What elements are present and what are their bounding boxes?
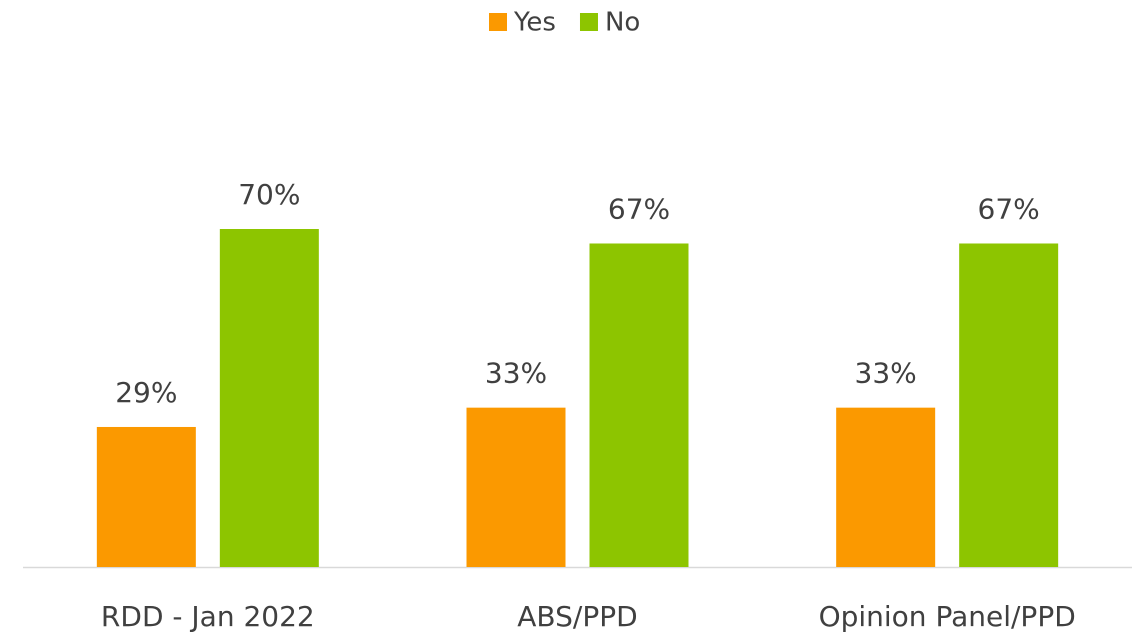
data-label: 67%	[608, 192, 670, 225]
data-label: 33%	[485, 357, 547, 390]
data-label: 70%	[238, 178, 300, 211]
bar	[836, 407, 936, 567]
x-tick-label: Opinion Panel/PPD	[819, 600, 1076, 633]
data-label: 29%	[115, 376, 177, 409]
bar	[589, 243, 689, 567]
bar	[959, 243, 1059, 567]
data-label: 67%	[978, 192, 1040, 225]
legend-swatch	[489, 13, 507, 31]
legend-swatch	[579, 13, 598, 31]
bar	[219, 229, 319, 567]
legend-label: No	[605, 8, 640, 38]
bar	[466, 407, 566, 567]
x-tick-label: ABS/PPD	[517, 600, 637, 633]
data-label: 33%	[855, 357, 917, 390]
legend-label: Yes	[513, 8, 556, 38]
x-tick-label: RDD - Jan 2022	[101, 600, 315, 633]
bar	[96, 426, 196, 567]
